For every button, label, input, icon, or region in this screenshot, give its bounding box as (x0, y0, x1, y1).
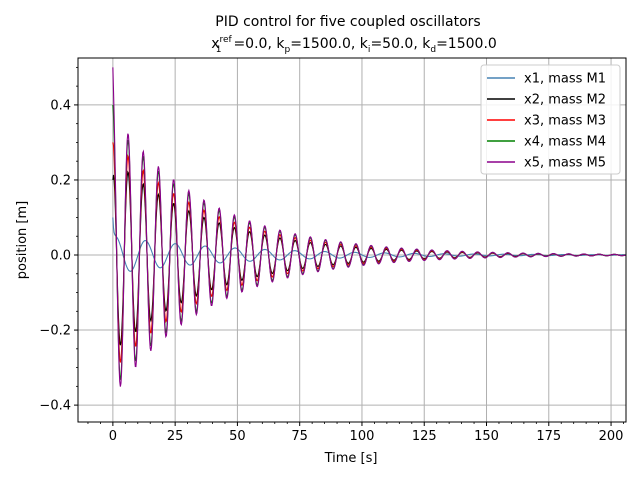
y-tick-label: 0.4 (50, 98, 71, 113)
x-tick-label: 125 (412, 429, 437, 444)
legend-label: x3, mass M3 (524, 114, 606, 129)
legend-label: x2, mass M2 (524, 93, 606, 108)
legend-label: x1, mass M1 (524, 72, 606, 87)
x-tick-label: 75 (291, 429, 308, 444)
y-tick-label: 0.0 (50, 249, 71, 264)
x-tick-label: 175 (536, 429, 561, 444)
x-tick-label: 150 (474, 429, 499, 444)
chart-subtitle: xref 1 =0.0, kp=1500.0, ki=50.0, kd=1500.0 (211, 35, 497, 55)
x-tick-label: 200 (599, 429, 624, 444)
y-tick-label: −0.4 (39, 399, 71, 414)
y-tick-label: 0.2 (50, 173, 71, 188)
plot-frame (77, 57, 627, 423)
legend-label: x5, mass M5 (524, 156, 606, 171)
x-axis-label: Time [s] (324, 451, 378, 466)
x-tick-label: 100 (350, 429, 375, 444)
x-tick-label: 50 (229, 429, 246, 444)
x-tick-label: 0 (109, 429, 117, 444)
series-line-x5 (112, 67, 627, 387)
chart-title: PID control for five coupled oscillators (215, 14, 480, 30)
y-axis-label: position [m] (15, 201, 30, 279)
legend-label: x4, mass M4 (524, 135, 606, 150)
y-tick-label: −0.2 (39, 324, 71, 339)
axis-ticks: 0 25 50 75 100 125 150 175 200 −0.4 −0.2 0.0 0.2 0.4 (39, 66, 624, 444)
legend-box (480, 64, 621, 175)
legend: x1, mass M1 x2, mass M2 x3, mass M3 x4, mas… (480, 64, 621, 175)
x-tick-label: 25 (167, 429, 184, 444)
series-lines (112, 67, 627, 387)
